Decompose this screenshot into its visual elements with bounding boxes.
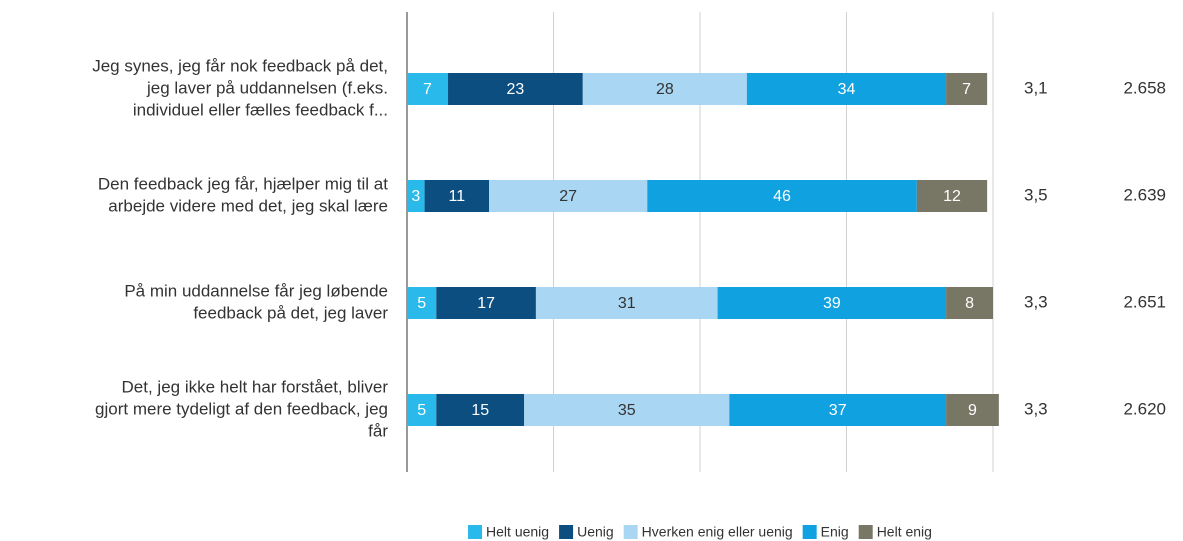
value-label: 9 <box>968 402 977 419</box>
category-label: Den feedback jeg får, hjælper mig til at <box>98 174 388 193</box>
value-label: 27 <box>559 188 577 205</box>
value-label: 7 <box>962 81 971 98</box>
value-label: 46 <box>773 188 791 205</box>
legend-label: Uenig <box>577 524 614 540</box>
legend-label: Hverken enig eller uenig <box>642 524 793 540</box>
category-label: individuel eller fælles feedback f... <box>133 100 388 119</box>
count-label: 2.651 <box>1123 292 1166 311</box>
legend-label: Helt uenig <box>486 524 549 540</box>
value-label: 5 <box>417 402 426 419</box>
bar-segment <box>647 180 917 212</box>
bar-segment <box>407 287 437 319</box>
bar-segment <box>407 180 425 212</box>
mean-label: 3,5 <box>1024 185 1048 204</box>
value-label: 35 <box>618 402 636 419</box>
bar-segment <box>916 180 988 212</box>
bar-segment <box>535 287 718 319</box>
value-label: 15 <box>471 402 489 419</box>
bar-segment <box>717 287 947 319</box>
value-label: 39 <box>823 295 841 312</box>
legend: Helt uenig Uenig Hverken enig eller uenig E… <box>468 524 932 540</box>
value-label: 34 <box>838 81 856 98</box>
bar-segment <box>946 73 988 105</box>
legend-swatch <box>623 525 638 539</box>
value-label: 37 <box>829 402 847 419</box>
bar-segment <box>407 394 437 426</box>
count-label: 2.639 <box>1123 185 1166 204</box>
legend-swatch <box>858 525 873 539</box>
value-label: 12 <box>943 188 961 205</box>
value-label: 5 <box>417 295 426 312</box>
category-label: På min uddannelse får jeg løbende <box>124 281 388 300</box>
value-label: 31 <box>618 295 636 312</box>
category-label: Jeg synes, jeg får nok feedback på det, <box>92 56 388 75</box>
category-label: gjort mere tydeligt af den feedback, jeg <box>95 399 388 418</box>
legend-swatch <box>802 525 817 539</box>
bar-segment <box>946 287 993 319</box>
bar-segment <box>436 287 536 319</box>
legend-swatch <box>468 525 483 539</box>
bar-segment <box>436 394 525 426</box>
value-label: 8 <box>965 295 974 312</box>
category-label: jeg laver på uddannelsen (f.eks. <box>146 78 388 97</box>
mean-label: 3,3 <box>1024 399 1048 418</box>
category-label: arbejde videre med det, jeg skal lære <box>108 196 388 215</box>
legend-swatch <box>559 525 574 539</box>
bar-segment <box>448 73 583 105</box>
value-label: 28 <box>656 81 674 98</box>
mean-label: 3,1 <box>1024 78 1048 97</box>
bar-segment <box>524 394 730 426</box>
category-label: får <box>368 421 388 440</box>
bar-segment <box>424 180 490 212</box>
category-label: Det, jeg ikke helt har forstået, bliver <box>122 377 389 396</box>
legend-label: Helt enig <box>877 524 932 540</box>
bar-segment <box>729 394 947 426</box>
bar-segment <box>407 73 449 105</box>
category-label: feedback på det, jeg laver <box>193 303 388 322</box>
value-label: 11 <box>449 188 466 205</box>
count-label: 2.620 <box>1123 399 1166 418</box>
bar-segment <box>946 394 999 426</box>
bar-segment <box>582 73 747 105</box>
bar-segment <box>489 180 648 212</box>
value-label: 7 <box>423 81 432 98</box>
value-label: 17 <box>477 295 495 312</box>
bar-segment <box>746 73 947 105</box>
value-label: 3 <box>411 188 420 205</box>
legend-label: Enig <box>821 524 849 540</box>
count-label: 2.658 <box>1123 78 1166 97</box>
value-label: 23 <box>507 81 525 98</box>
mean-label: 3,3 <box>1024 292 1048 311</box>
